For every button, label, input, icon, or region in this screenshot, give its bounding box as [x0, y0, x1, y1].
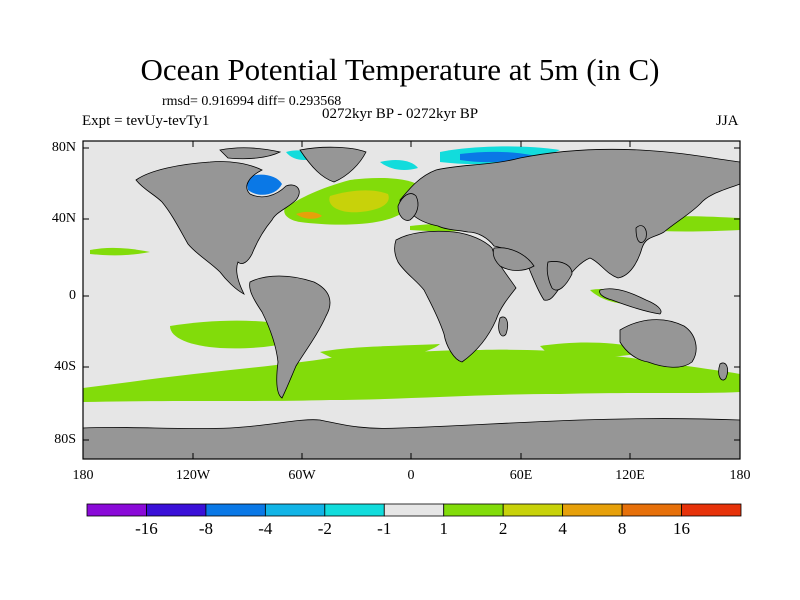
lon-label-60e: 60E [509, 468, 533, 483]
colorbar-label: 4 [558, 519, 567, 538]
land-masses [82, 146, 741, 460]
colorbar-swatch [443, 503, 504, 517]
lon-label-0: 0 [407, 468, 415, 483]
australia [619, 319, 697, 368]
lat-label-40n: 40N [51, 211, 76, 226]
colorbar-swatch [562, 503, 623, 517]
western-europe [397, 193, 419, 221]
period-label: 0272kyr BP - 0272kyr BP [322, 106, 479, 122]
madagascar [498, 316, 508, 337]
colorbar-swatch [324, 503, 385, 517]
stats-label: rmsd= 0.916994 diff= 0.293568 [162, 94, 342, 109]
colorbar-label: 2 [498, 519, 508, 538]
japan [635, 225, 647, 243]
africa [394, 230, 517, 363]
colorbar-label: 16 [673, 519, 691, 538]
lon-label-180-west: 180 [72, 468, 94, 483]
colorbar-label: 8 [617, 519, 627, 538]
lon-label-60w: 60W [288, 468, 316, 483]
arabia [492, 247, 535, 271]
colorbar-label: -2 [317, 519, 332, 538]
lat-label-80s: 80S [54, 432, 76, 447]
gulf-stream-anomaly [296, 211, 322, 219]
southern-ocean-anomaly [83, 349, 740, 402]
experiment-label: Expt = tevUy-tevTy1 [82, 113, 210, 129]
colorbar-swatch [86, 503, 147, 517]
colorbar-label: -1 [377, 519, 392, 538]
india [546, 261, 573, 291]
colorbar-swatch [502, 503, 564, 517]
greenland [299, 146, 367, 183]
nordic-seas-cool-anomaly [380, 160, 418, 170]
lat-label-0: 0 [69, 288, 76, 303]
colorbar-swatch [264, 503, 326, 517]
plot-title: Ocean Potential Temperature at 5m (in C) [140, 52, 660, 87]
colorbar-label: -8 [198, 519, 213, 538]
anomaly-patches [83, 146, 740, 402]
north-atlantic-warm-core [329, 190, 389, 213]
season-label: JJA [716, 113, 739, 129]
colorbar [86, 503, 742, 517]
equatorial-pacific-anomaly [90, 247, 150, 256]
colorbar-swatch [205, 503, 266, 517]
colorbar-label: 1 [439, 519, 448, 538]
lat-label-40s: 40S [54, 359, 76, 374]
north-america [135, 161, 300, 295]
southeast-asia-islands [599, 288, 662, 315]
colorbar-swatch [621, 503, 682, 517]
tick-marks [83, 141, 740, 459]
colorbar-swatch [383, 503, 445, 517]
antarctica [82, 418, 741, 460]
arctic-islands [219, 147, 282, 160]
colorbar-label: -16 [135, 519, 158, 538]
lat-label-80n: 80N [51, 140, 76, 155]
colorbar-swatch [146, 503, 207, 517]
colorbar-swatch [681, 503, 742, 517]
south-america [249, 275, 331, 399]
lon-label-180-east: 180 [729, 468, 751, 483]
lon-label-120w: 120W [175, 468, 211, 483]
europe-asia [399, 148, 741, 301]
new-zealand [718, 362, 728, 381]
hudson-bay-cool-anomaly [246, 174, 282, 195]
lon-label-120e: 120E [615, 468, 645, 483]
colorbar-label: -4 [258, 519, 273, 538]
south-atlantic-anomaly [320, 344, 440, 362]
